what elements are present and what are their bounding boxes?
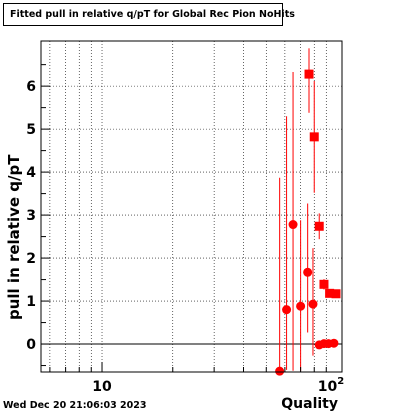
x-tick-label: 102 bbox=[318, 376, 344, 395]
data-point-circle bbox=[303, 267, 313, 277]
data-point-square bbox=[309, 132, 319, 142]
axis-tick-labels: 0 1 2 3 4 5 6 10 102 bbox=[26, 79, 344, 395]
data-point-square bbox=[331, 289, 341, 299]
timestamp: Wed Dec 20 21:06:03 2023 bbox=[3, 400, 147, 411]
y-axis-label: pull in relative q/pT bbox=[5, 154, 23, 320]
data-point-circle bbox=[308, 299, 318, 309]
y-tick-label: 5 bbox=[26, 122, 36, 138]
plot-frame bbox=[40, 40, 343, 373]
data-point-square bbox=[319, 279, 329, 289]
x-axis-label: Quality bbox=[281, 396, 338, 412]
data-point-square bbox=[304, 69, 314, 79]
y-tick-label: 0 bbox=[26, 337, 36, 353]
data-point-square bbox=[314, 221, 324, 231]
x-tick-label: 10 bbox=[92, 379, 112, 395]
y-tick-label: 3 bbox=[26, 208, 36, 224]
data-point-square bbox=[325, 288, 335, 298]
data-markers bbox=[275, 48, 341, 376]
data-point-circle bbox=[296, 301, 306, 311]
y-tick-label: 6 bbox=[26, 79, 36, 95]
data-point-circle bbox=[282, 305, 292, 315]
data-point-circle bbox=[329, 338, 339, 348]
chart-title: Fitted pull in relative q/pT for Global … bbox=[10, 9, 295, 20]
title-box: Fitted pull in relative q/pT for Global … bbox=[3, 3, 295, 26]
data-point-circle bbox=[275, 366, 285, 376]
y-tick-label: 1 bbox=[26, 294, 36, 310]
grid-lines bbox=[41, 41, 342, 372]
y-tick-label: 2 bbox=[26, 251, 36, 267]
data-point-circle bbox=[288, 220, 298, 230]
y-tick-label: 4 bbox=[26, 165, 36, 181]
axis-ticks bbox=[41, 64, 327, 372]
